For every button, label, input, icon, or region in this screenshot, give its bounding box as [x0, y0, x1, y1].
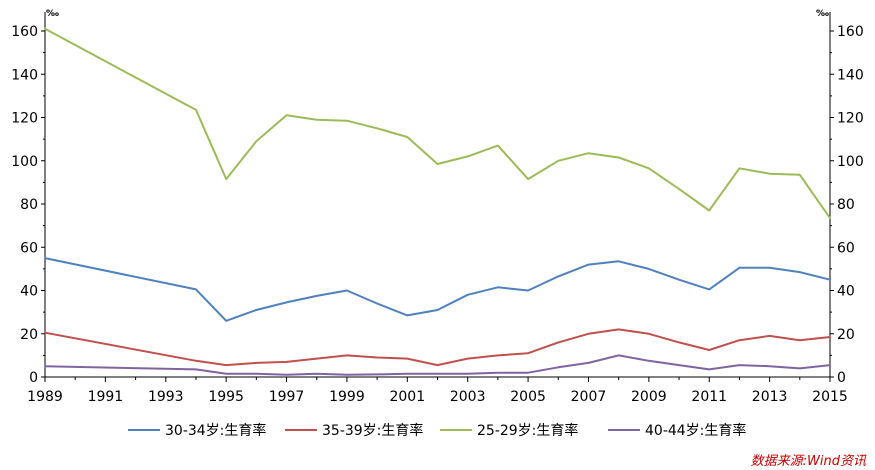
series-line-3: [44, 27, 831, 220]
x-tick-label: 2013: [752, 389, 788, 405]
left-y-tick-label: 20: [20, 327, 38, 343]
x-tick-label: 1993: [148, 389, 184, 405]
series-line-4: [44, 354, 831, 376]
right-y-tick-label: 120: [837, 111, 864, 127]
left-y-tick-label: 160: [11, 24, 38, 40]
series-line-2: [44, 328, 831, 367]
right-y-tick-label: 140: [837, 67, 864, 83]
x-tick-label: 1995: [208, 389, 244, 405]
left-y-tick-label: 100: [11, 154, 38, 170]
right-y-tick-label: 20: [837, 327, 855, 343]
legend: 30-34岁:生育率 35-39岁:生育率 25-29岁:生育率 40-44岁:生育率: [128, 422, 746, 439]
x-tick-label: 2009: [631, 389, 667, 405]
y-ticks: 0 0 20 20 40 40 60 60 80 80 100 100 120 120 140 140 160 1…: [11, 24, 863, 386]
x-tick-label: 1989: [27, 389, 63, 405]
right-y-tick-label: 60: [837, 240, 855, 256]
x-ticks: 1989 1991 1993 1995 1997 1999 2001 2003 2005 2007…: [27, 377, 848, 405]
axes: [44, 12, 831, 378]
source-note: 数据来源:Wind资讯: [751, 454, 867, 469]
left-y-tick-label: 140: [11, 67, 38, 83]
left-y-tick-label: 120: [11, 111, 38, 127]
right-unit-label: ‰: [816, 9, 829, 19]
x-tick-label: 2015: [812, 389, 848, 405]
right-y-tick-label: 0: [837, 370, 846, 386]
x-tick-label: 2003: [450, 389, 486, 405]
legend-label-4: 40-44岁:生育率: [645, 422, 746, 439]
x-tick-label: 2007: [571, 389, 607, 405]
right-y-tick-label: 80: [837, 197, 855, 213]
legend-label-1: 30-34岁:生育率: [165, 422, 266, 439]
left-y-tick-label: 60: [20, 240, 38, 256]
right-y-tick-label: 40: [837, 284, 855, 300]
x-tick-label: 2001: [389, 389, 425, 405]
left-y-tick-label: 40: [20, 284, 38, 300]
series-layer: [44, 27, 831, 376]
right-y-tick-label: 100: [837, 154, 864, 170]
x-tick-label: 1999: [329, 389, 365, 405]
left-y-tick-label: 0: [29, 370, 38, 386]
legend-label-2: 35-39岁:生育率: [322, 422, 423, 439]
left-unit-label: ‰: [46, 9, 59, 19]
x-tick-label: 1991: [88, 389, 124, 405]
left-y-tick-label: 80: [20, 197, 38, 213]
series-line-1: [44, 257, 831, 322]
right-y-tick-label: 160: [837, 24, 864, 40]
x-tick-label: 2011: [691, 389, 727, 405]
x-tick-label: 1997: [269, 389, 305, 405]
legend-label-3: 25-29岁:生育率: [477, 422, 578, 439]
x-tick-label: 2005: [510, 389, 546, 405]
